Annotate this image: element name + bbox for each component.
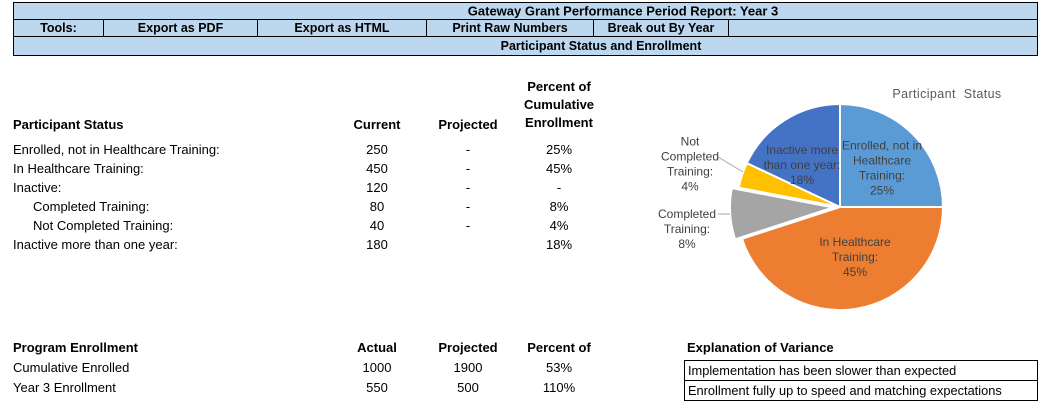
column-header-projected: Projected [438, 117, 498, 132]
column-header-percent-of-cumulative-enrollment: Percent of Cumulative Enrollment [523, 79, 595, 130]
pie-data-label: Enrolled, not in Healthcare Training: 25% [842, 139, 922, 198]
projected-value: 500 [457, 379, 479, 395]
pie-slice-completed-training[interactable] [729, 187, 834, 241]
table-row: In Healthcare Training: 450 - 45% [13, 159, 605, 178]
projected-value: - [465, 218, 471, 233]
current-value: 450 [366, 161, 388, 176]
explanation-of-variance: Explanation of Variance Implementation h… [684, 338, 1038, 401]
participant-status-pie-chart: Enrolled, not in Healthcare Training: 25%In… [658, 87, 1001, 312]
column-header-actual: Actual [357, 340, 397, 355]
row-label: In Healthcare Training: [13, 161, 144, 176]
row-label: Inactive more than one year: [13, 237, 178, 252]
percent-value: 25% [545, 142, 573, 157]
section-title: Participant Status and Enrollment [500, 39, 702, 53]
export-pdf-button[interactable]: Export as PDF [104, 20, 258, 36]
table-row: Not Completed Training: 40 - 4% [13, 216, 605, 235]
percent-value: 8% [549, 199, 569, 214]
chart-title: Participant Status [892, 87, 1001, 101]
projected-value: - [465, 199, 471, 214]
table-row: Year 3 Enrollment 550 500 110% [13, 377, 605, 397]
percent-value: 110% [542, 379, 576, 395]
projected-value: 1900 [453, 359, 483, 375]
table-row: Completed Training: 80 - 8% [13, 197, 605, 216]
current-value: 250 [366, 142, 388, 157]
table-row: Enrolled, not in Healthcare Training: 250… [13, 140, 605, 159]
table-row: Cumulative Enrolled 1000 1900 53% [13, 357, 605, 377]
percent-value: 4% [549, 218, 569, 233]
participant-status-rows: Enrolled, not in Healthcare Training: 250… [13, 140, 605, 254]
pie-data-label: In Healthcare Training: 45% [819, 235, 891, 279]
actual-value: 550 [366, 379, 388, 395]
row-label: Not Completed Training: [33, 218, 174, 233]
tools-row: Tools: Export as PDF Export as HTML Prin… [14, 20, 1037, 37]
participant-status-title: Participant Status [13, 117, 124, 132]
variance-entry: Enrollment fully up to speed and matchin… [684, 380, 1038, 401]
row-label: Enrolled, not in Healthcare Training: [13, 142, 220, 157]
label-leader-line [717, 156, 744, 173]
row-label: Cumulative Enrolled [13, 359, 130, 375]
report-title-row: Gateway Grant Performance Period Report:… [14, 3, 1037, 20]
table-row: Inactive: 120 - - [13, 178, 605, 197]
percent-value: 53% [545, 359, 573, 375]
column-header-percent-of: Percent of [527, 340, 591, 355]
row-label: Inactive: [13, 180, 62, 195]
export-html-button[interactable]: Export as HTML [258, 20, 427, 36]
row-label: Completed Training: [33, 199, 150, 214]
variance-entries: Implementation has been slower than expe… [684, 360, 1038, 401]
current-value: 40 [369, 218, 385, 233]
section-title-row: Participant Status and Enrollment [14, 37, 1037, 55]
column-header-projected: Projected [438, 340, 498, 355]
table-row: Inactive more than one year: 180 18% [13, 235, 605, 254]
variance-title: Explanation of Variance [687, 340, 834, 355]
pie-slice-in-healthcare-training[interactable] [741, 206, 944, 312]
pie-data-label: Inactive more than one year: 18% [764, 143, 841, 187]
percent-value: - [556, 180, 562, 195]
break-out-by-year-button[interactable]: Break out By Year [594, 20, 729, 36]
column-header-current: Current [353, 117, 401, 132]
projected-value: - [465, 180, 471, 195]
current-value: 120 [366, 180, 388, 195]
program-enrollment-rows: Cumulative Enrolled 1000 1900 53% Year 3 Enr… [13, 357, 605, 397]
actual-value: 1000 [362, 359, 392, 375]
report-title: Gateway Grant Performance Period Report:… [467, 3, 779, 19]
current-value: 80 [369, 199, 385, 214]
current-value: 180 [366, 237, 388, 252]
projected-value: - [465, 142, 471, 157]
row-label: Year 3 Enrollment [13, 379, 116, 395]
projected-value: - [465, 161, 471, 176]
participant-status-header: Participant Status Current Projected Per… [13, 76, 605, 132]
variance-entry: Implementation has been slower than expe… [684, 360, 1038, 381]
pie-data-label: Completed Training: 8% [658, 207, 716, 251]
percent-value: 45% [545, 161, 573, 176]
program-enrollment-header: Program Enrollment Actual Projected Perc… [13, 338, 605, 357]
program-enrollment-title: Program Enrollment [13, 340, 138, 355]
percent-value: 18% [545, 237, 573, 252]
print-raw-numbers-button[interactable]: Print Raw Numbers [427, 20, 594, 36]
pie-slice-enrolled-not-in-healthcare-training[interactable] [839, 103, 944, 208]
report-header: Gateway Grant Performance Period Report:… [13, 2, 1038, 56]
pie-slice-inactive-more-than-one-year[interactable] [745, 103, 841, 208]
tools-empty-cell [729, 20, 1037, 36]
tools-label: Tools: [14, 20, 104, 36]
pie-data-label: Not Completed Training: 4% [661, 135, 719, 194]
